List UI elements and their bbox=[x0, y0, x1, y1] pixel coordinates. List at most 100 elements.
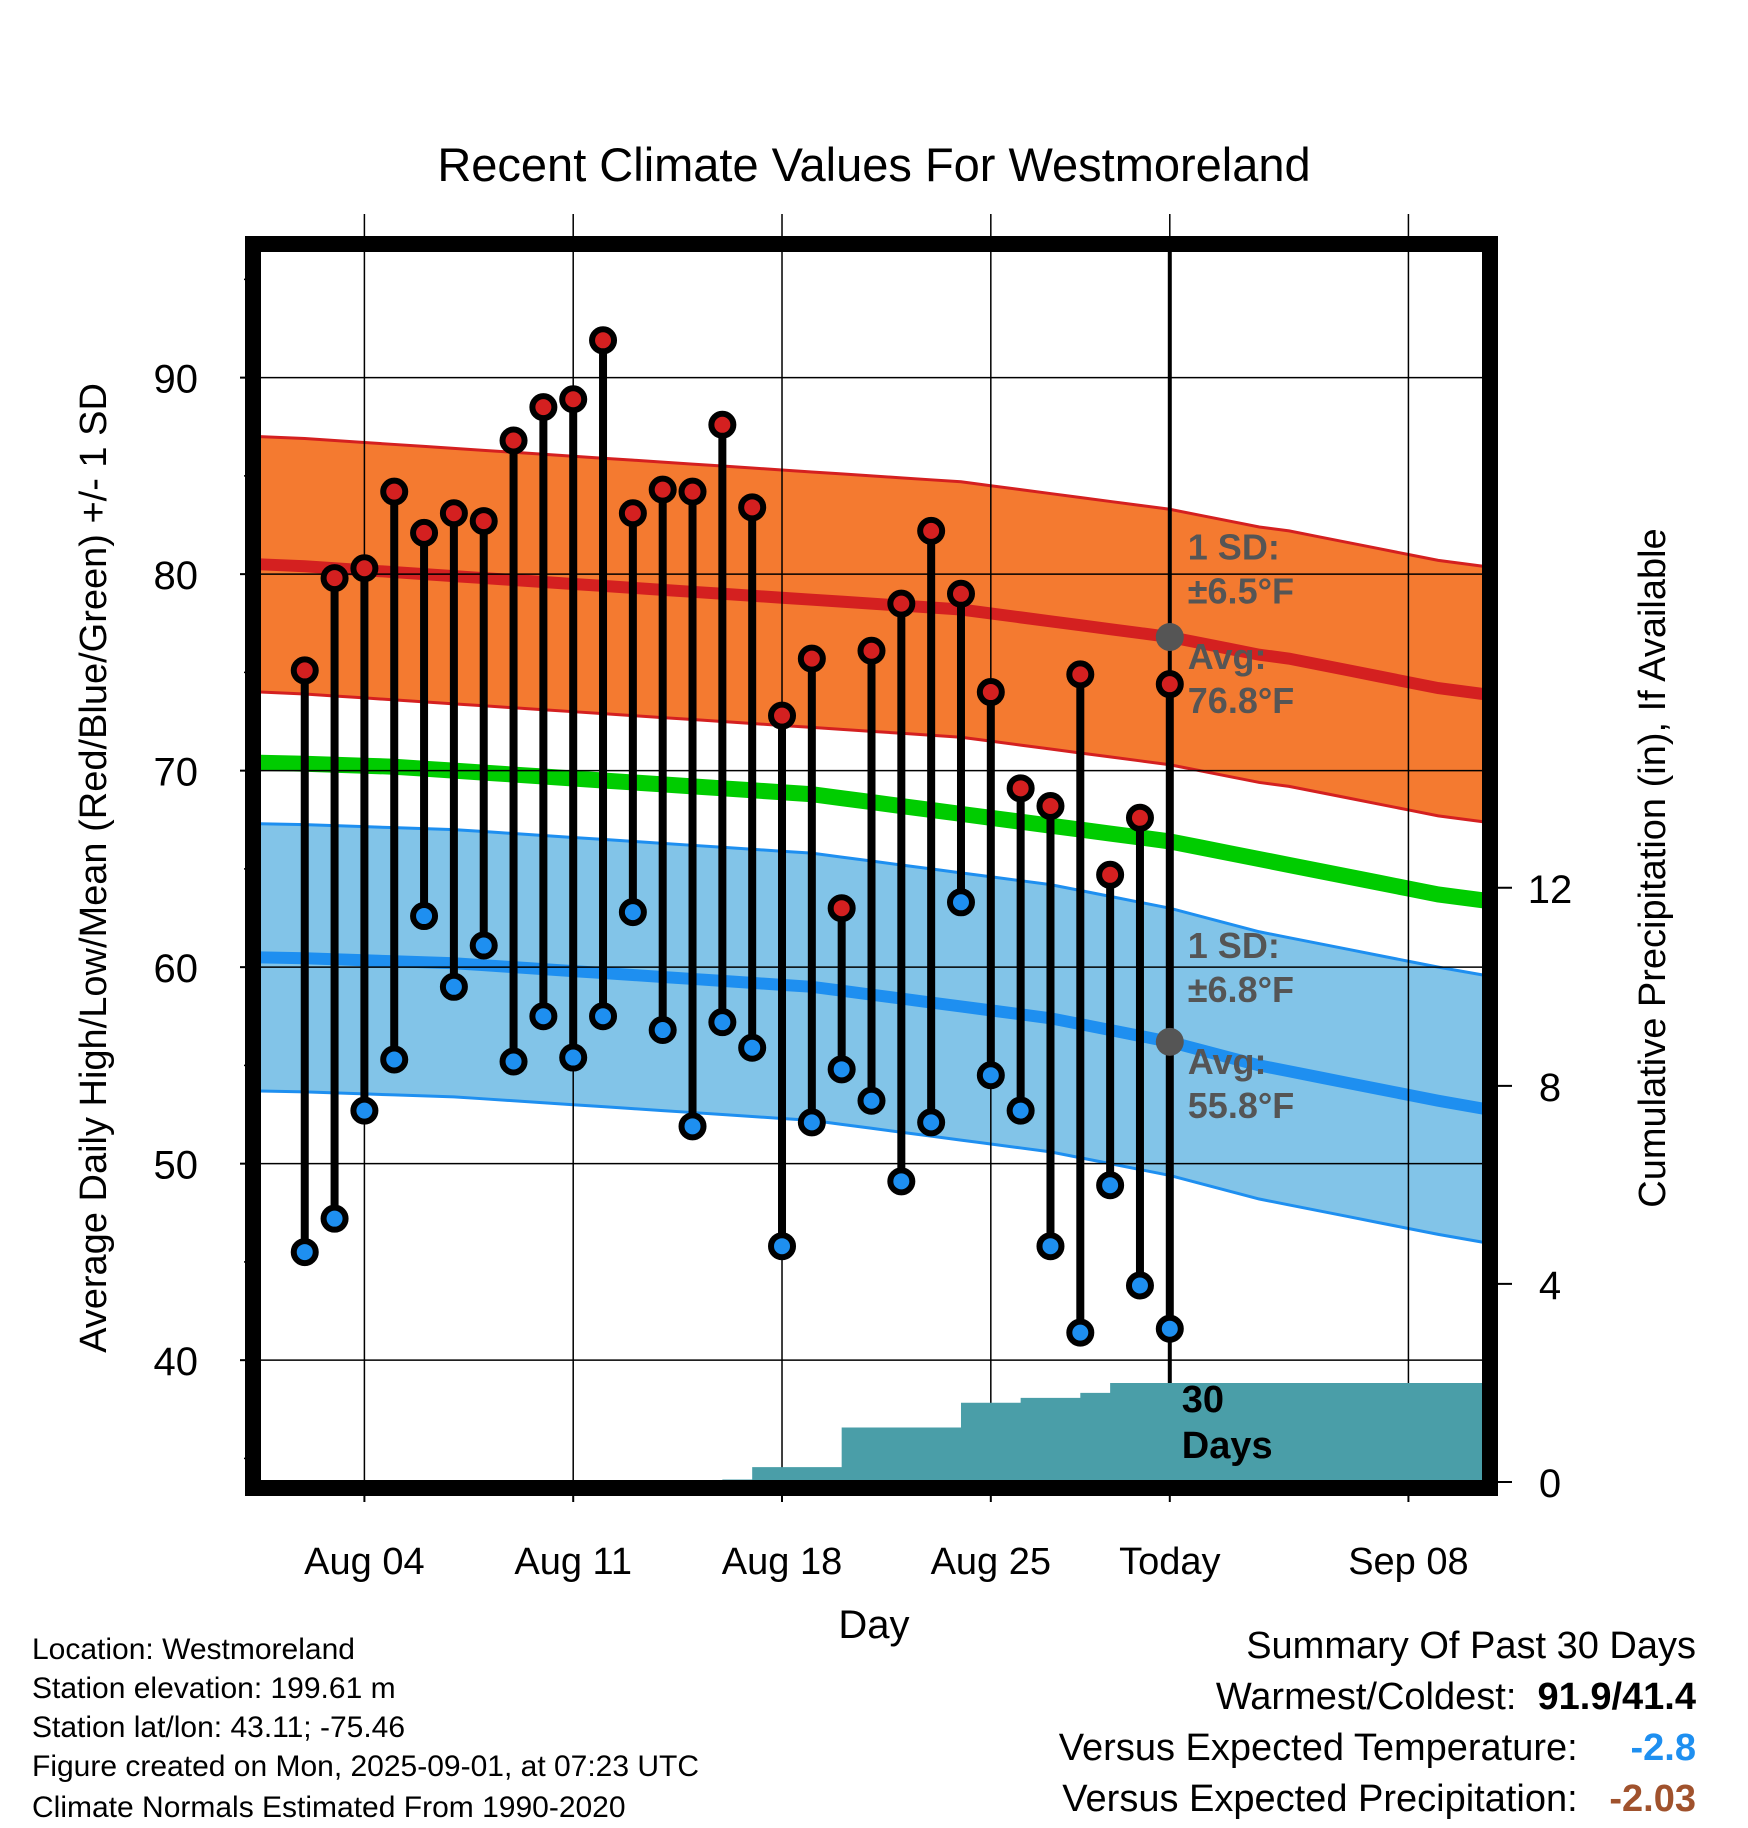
x-axis-label: Day bbox=[838, 1603, 909, 1647]
precip-area bbox=[692, 1382, 1483, 1482]
daily-high-point bbox=[887, 589, 916, 618]
y-tick-label: 80 bbox=[154, 554, 199, 598]
today-low-normal-marker bbox=[1155, 1027, 1184, 1056]
high-sd-annotation: 1 SD: ±6.5°F bbox=[1188, 526, 1294, 611]
daily-low-point bbox=[827, 1055, 856, 1084]
y2-tick-label: 12 bbox=[1528, 868, 1573, 912]
daily-low-point bbox=[1036, 1232, 1065, 1261]
daily-low-point bbox=[439, 972, 468, 1001]
summary-warm-cold: Warmest/Coldest: 91.9/41.4 bbox=[1216, 1678, 1696, 1716]
daily-low-point bbox=[768, 1232, 797, 1261]
summary-precip-value: -2.03 bbox=[1609, 1778, 1696, 1820]
daily-low-point bbox=[648, 1016, 677, 1045]
daily-high-point bbox=[439, 499, 468, 528]
daily-high-point bbox=[469, 507, 498, 536]
daily-high-point bbox=[559, 385, 588, 414]
daily-high-point bbox=[1155, 670, 1184, 699]
low-sd-lower-edge bbox=[259, 1089, 1484, 1244]
daily-high-point bbox=[529, 393, 558, 422]
high-sd-upper-edge bbox=[259, 435, 1484, 568]
daily-high-point bbox=[290, 656, 319, 685]
daily-observations bbox=[290, 326, 1184, 1347]
plot-frame bbox=[245, 236, 1498, 1496]
daily-high-point bbox=[1096, 860, 1125, 889]
x-tick-label: Aug 18 bbox=[722, 1541, 842, 1583]
footer-elevation: Station elevation: 199.61 m bbox=[32, 1672, 396, 1705]
daily-low-point bbox=[380, 1045, 409, 1074]
daily-low-point bbox=[350, 1096, 379, 1125]
daily-high-point bbox=[648, 475, 677, 504]
y-axis-label: Average Daily High/Low/Mean (Red/Blue/Gr… bbox=[73, 383, 115, 1353]
footer-created: Figure created on Mon, 2025-09-01, at 07… bbox=[32, 1750, 700, 1783]
low-avg-annotation: Avg: 55.8°F bbox=[1188, 1041, 1294, 1126]
y-tick-label: 50 bbox=[154, 1144, 199, 1188]
summary-temp: Versus Expected Temperature: -2.8 bbox=[1059, 1729, 1696, 1767]
daily-low-point bbox=[529, 1002, 558, 1031]
daily-high-point bbox=[827, 894, 856, 923]
daily-high-point bbox=[499, 426, 528, 455]
footer-location: Location: Westmoreland bbox=[32, 1633, 355, 1666]
high-avg-annotation: Avg: 76.8°F bbox=[1188, 636, 1294, 721]
daily-high-point bbox=[857, 636, 886, 665]
today-high-normal-marker bbox=[1155, 623, 1184, 652]
low-sd-annotation: 1 SD: ±6.8°F bbox=[1188, 925, 1294, 1010]
days-annotation: 30 Days bbox=[1182, 1379, 1273, 1467]
daily-low-point bbox=[678, 1112, 707, 1141]
grid-lines bbox=[260, 214, 1483, 1482]
x-tick-label: Aug 11 bbox=[514, 1541, 632, 1583]
daily-low-point bbox=[499, 1047, 528, 1076]
summary-heading: Summary Of Past 30 Days bbox=[1246, 1625, 1696, 1667]
daily-high-point bbox=[768, 701, 797, 730]
daily-high-point bbox=[1066, 660, 1095, 689]
daily-low-point bbox=[1006, 1096, 1035, 1125]
footer-normals: Climate Normals Estimated From 1990-2020 bbox=[32, 1791, 626, 1824]
daily-high-point bbox=[1125, 803, 1154, 832]
daily-low-point bbox=[976, 1061, 1005, 1090]
precip-cumulative-area bbox=[692, 1382, 1483, 1482]
daily-low-point bbox=[559, 1043, 588, 1072]
daily-high-point bbox=[589, 326, 618, 355]
daily-low-point bbox=[290, 1238, 319, 1267]
daily-high-point bbox=[976, 678, 1005, 707]
daily-high-point bbox=[1006, 774, 1035, 803]
y-tick-label: 90 bbox=[154, 358, 199, 402]
daily-high-point bbox=[738, 493, 767, 522]
axes: 40 50 60 70 80 90 0 4 8 12 Aug 04 Aug 11 Aug 18 Aug 2… bbox=[154, 236, 1573, 1583]
daily-low-point bbox=[589, 1002, 618, 1031]
summary-temp-label: Versus Expected Temperature: bbox=[1058, 1727, 1578, 1769]
x-tick-label: Sep 08 bbox=[1348, 1541, 1468, 1583]
daily-high-point bbox=[320, 564, 349, 593]
y2-tick-label: 0 bbox=[1539, 1462, 1561, 1506]
y-tick-label: 70 bbox=[154, 751, 199, 795]
daily-high-point bbox=[380, 477, 409, 506]
daily-low-point bbox=[469, 931, 498, 960]
daily-high-point bbox=[708, 410, 737, 439]
x-tick-label: Today bbox=[1119, 1541, 1220, 1583]
daily-high-point bbox=[946, 579, 975, 608]
daily-low-point bbox=[1125, 1271, 1154, 1300]
daily-low-point bbox=[917, 1108, 946, 1137]
daily-low-point bbox=[1155, 1314, 1184, 1343]
daily-high-point bbox=[678, 477, 707, 506]
x-tick-label: Aug 04 bbox=[304, 1541, 424, 1583]
daily-high-point bbox=[1036, 792, 1065, 821]
daily-low-point bbox=[320, 1204, 349, 1233]
daily-low-point bbox=[738, 1033, 767, 1062]
daily-low-point bbox=[797, 1108, 826, 1137]
annotations: 1 SD: ±6.5°F Avg: 76.8°F 1 SD: ±6.8°F Avg: 55.8… bbox=[1155, 526, 1294, 1467]
daily-low-point bbox=[618, 898, 647, 927]
daily-high-point bbox=[410, 518, 439, 547]
summary-precip-label: Versus Expected Precipitation: bbox=[1062, 1778, 1578, 1820]
daily-high-point bbox=[797, 644, 826, 673]
y-tick-label: 40 bbox=[154, 1340, 199, 1384]
chart-title: Recent Climate Values For Westmoreland bbox=[437, 138, 1310, 191]
daily-low-point bbox=[857, 1086, 886, 1115]
footer-latlon: Station lat/lon: 43.11; -75.46 bbox=[32, 1711, 406, 1744]
summary-temp-value: -2.8 bbox=[1630, 1727, 1696, 1769]
daily-low-point bbox=[410, 902, 439, 931]
y2-tick-label: 4 bbox=[1539, 1264, 1561, 1308]
daily-low-point bbox=[1066, 1318, 1095, 1347]
summary-warm-cold-value: 91.9/41.4 bbox=[1537, 1676, 1696, 1718]
x-tick-label: Aug 25 bbox=[931, 1541, 1051, 1583]
